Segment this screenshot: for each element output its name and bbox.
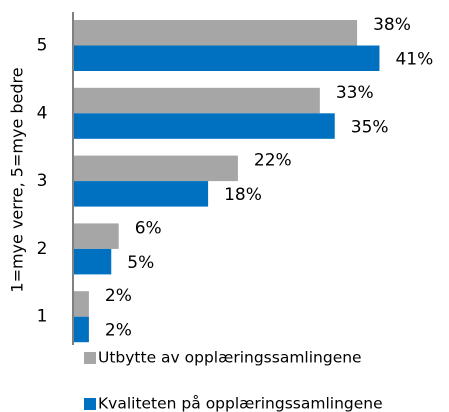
value-label: 22% <box>254 151 292 171</box>
category-label: 3 <box>37 171 48 191</box>
bar <box>74 223 119 249</box>
value-label: 6% <box>135 218 162 238</box>
value-label: 2% <box>105 286 132 306</box>
value-label: 38% <box>373 15 411 35</box>
bar <box>74 45 380 71</box>
value-label: 2% <box>105 321 132 341</box>
category-label: 2 <box>37 239 48 259</box>
legend-swatch <box>84 352 96 364</box>
legend-label: Utbytte av opplæringssamlingene <box>98 349 362 367</box>
bar <box>74 20 358 46</box>
bar <box>74 248 112 275</box>
value-label: 5% <box>127 253 154 273</box>
category-label: 4 <box>37 103 48 123</box>
bar <box>74 113 335 139</box>
value-label: 33% <box>336 83 374 103</box>
y-axis-label: 1=mye verre, 5=mye bedre <box>8 67 27 292</box>
legend-swatch <box>84 398 96 410</box>
value-label: 18% <box>224 185 262 205</box>
category-label: 1 <box>37 307 48 327</box>
bar <box>74 181 209 207</box>
legend-label: Kvaliteten på opplæringssamlingene <box>98 395 383 412</box>
value-label: 35% <box>351 117 389 137</box>
bar <box>74 291 89 317</box>
bar <box>74 316 89 343</box>
bar <box>74 155 238 182</box>
bar <box>74 87 320 114</box>
category-label: 5 <box>37 36 48 56</box>
value-label: 41% <box>395 50 433 70</box>
